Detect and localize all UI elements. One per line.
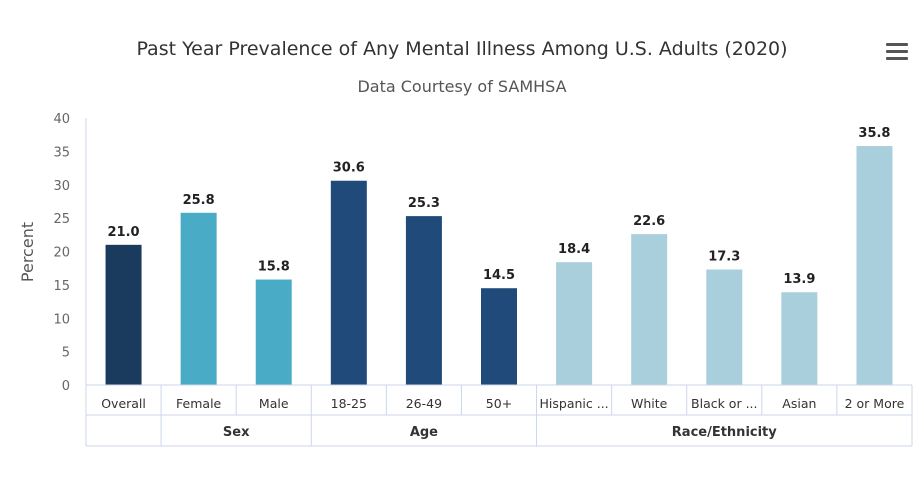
category-label: 18-25 — [331, 396, 367, 411]
bar[interactable] — [330, 180, 367, 385]
data-label: 21.0 — [108, 225, 140, 240]
bar[interactable] — [180, 212, 217, 385]
group-label: Race/Ethnicity — [672, 425, 777, 440]
y-tick-label: 0 — [62, 379, 70, 394]
y-tick-label: 25 — [53, 212, 70, 227]
y-axis-title: Percent — [18, 222, 37, 282]
category-label: Asian — [782, 396, 816, 411]
data-label: 30.6 — [333, 161, 365, 176]
data-label: 25.8 — [183, 193, 215, 208]
bar[interactable] — [405, 216, 442, 385]
bar[interactable] — [105, 244, 142, 385]
category-label: Black or ... — [691, 396, 757, 411]
bar[interactable] — [481, 288, 517, 385]
y-tick-label: 5 — [62, 346, 70, 361]
data-label: 25.3 — [408, 196, 440, 211]
bar[interactable] — [556, 262, 593, 385]
category-label: Hispanic ... — [540, 396, 609, 411]
y-tick-label: 35 — [53, 145, 70, 160]
chart-subtitle: Data Courtesy of SAMHSA — [357, 77, 566, 96]
bar[interactable] — [706, 269, 743, 385]
data-label: 22.6 — [633, 214, 665, 229]
data-label: 13.9 — [783, 272, 815, 287]
category-label: 50+ — [486, 396, 512, 411]
bars — [105, 146, 893, 385]
data-label: 14.5 — [483, 268, 515, 283]
y-tick-label: 10 — [53, 312, 70, 327]
menu-line — [886, 43, 908, 46]
y-tick-label: 20 — [53, 246, 70, 261]
y-tick-label: 30 — [53, 179, 70, 194]
hamburger-menu-icon[interactable] — [886, 43, 908, 63]
menu-line — [886, 57, 908, 60]
y-tick-label: 15 — [53, 279, 70, 294]
category-label: Male — [259, 396, 289, 411]
data-label: 17.3 — [708, 250, 740, 265]
data-label: 35.8 — [858, 126, 890, 141]
data-label: 15.8 — [258, 260, 290, 275]
group-label: Age — [410, 425, 438, 440]
bar[interactable] — [781, 292, 818, 385]
x-axis: Overall Female Male 18-25 26-49 50+ Hispanic .… — [85, 384, 913, 447]
category-label: 26-49 — [406, 396, 442, 411]
chart-title: Past Year Prevalence of Any Mental Illne… — [136, 38, 787, 60]
category-label: Female — [176, 396, 222, 411]
menu-line — [886, 50, 908, 53]
category-label: White — [631, 396, 668, 411]
data-labels: 21.0 25.8 15.8 30.6 25.3 14.5 18.4 22.6 17.3 13.9… — [108, 126, 891, 287]
bar[interactable] — [255, 279, 292, 385]
group-label: Sex — [223, 425, 250, 440]
bar[interactable] — [856, 146, 893, 385]
y-axis-ticks: 0 5 10 15 20 25 30 35 40 — [53, 112, 87, 394]
category-label: Overall — [101, 396, 146, 411]
data-label: 18.4 — [558, 242, 590, 257]
y-tick-label: 40 — [53, 112, 70, 127]
bar[interactable] — [631, 234, 668, 385]
category-label: 2 or More — [845, 396, 905, 411]
